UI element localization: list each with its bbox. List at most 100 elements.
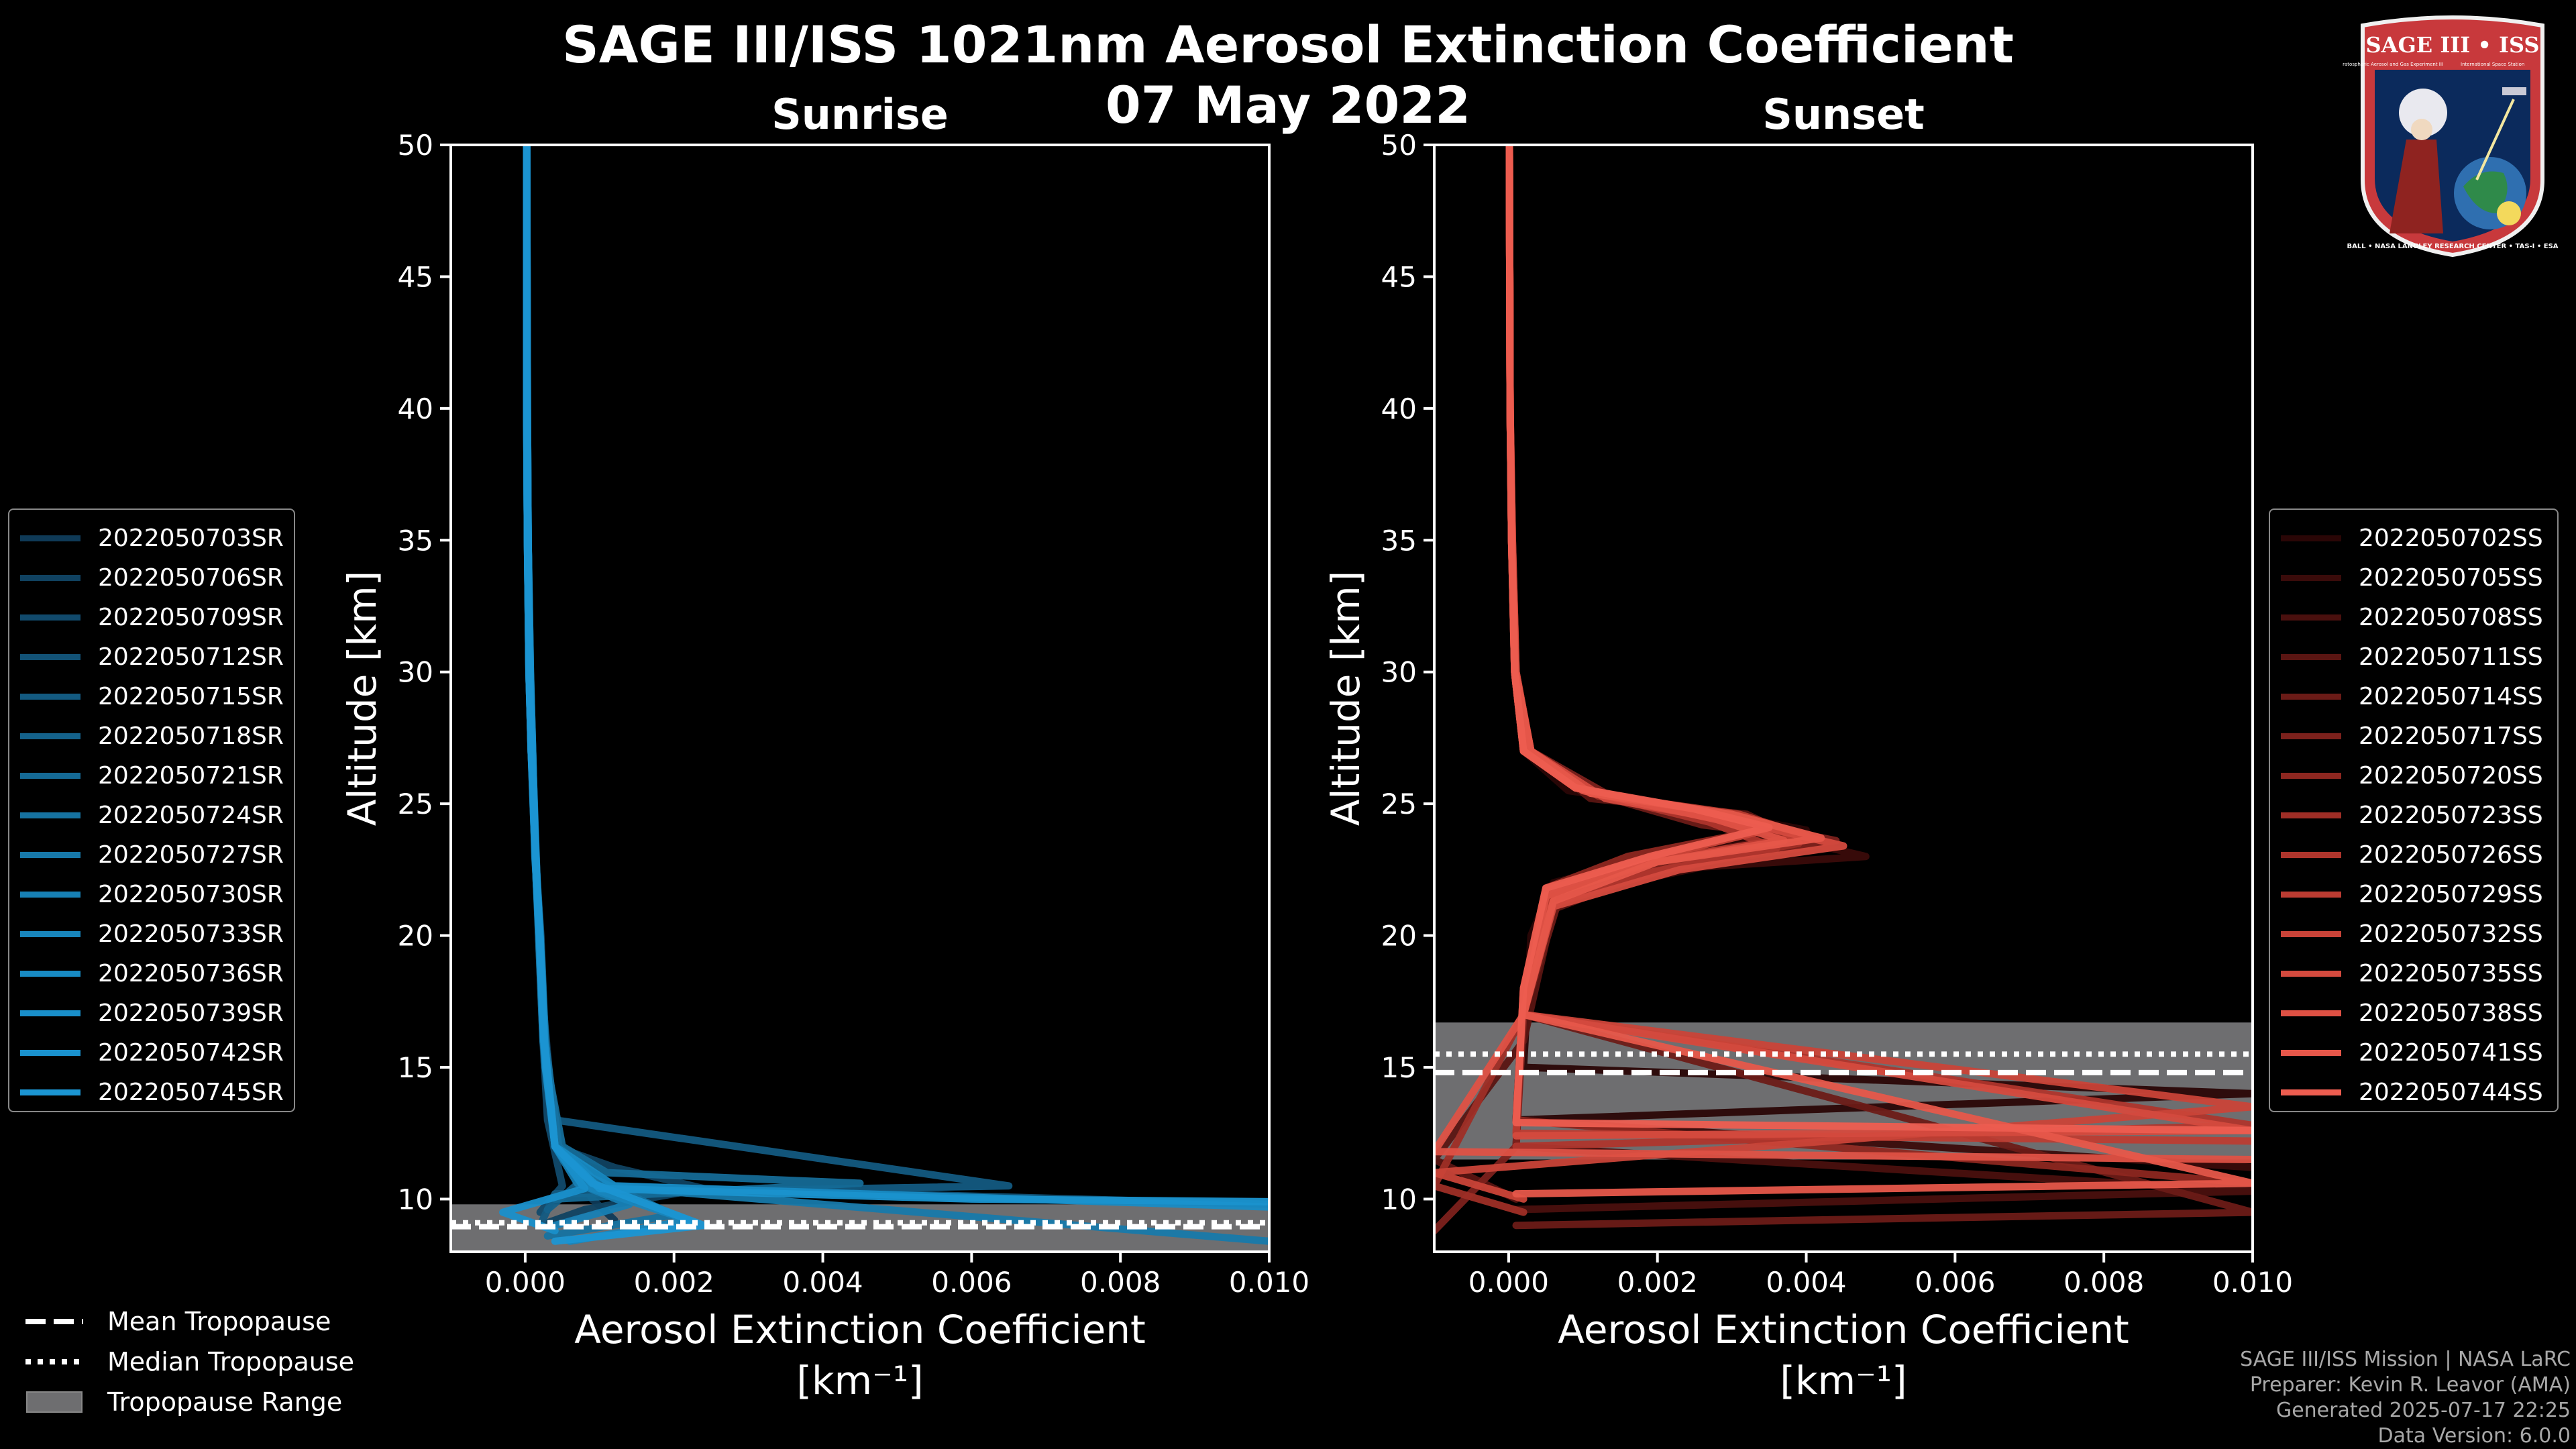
legend-swatch [2281, 693, 2341, 700]
legend-swatch [2281, 1089, 2341, 1095]
logo-left-caption: Stratospheric Aerosol and Gas Experiment… [2343, 62, 2443, 67]
legend-label: 2022050717SS [2359, 722, 2543, 750]
legend-item: 2022050732SS [2281, 915, 2543, 953]
figure-date: 07 May 2022 [1105, 75, 1471, 135]
y-tick-label: 50 [398, 129, 433, 162]
legend-swatch [20, 574, 80, 581]
tropopause-legend: Mean Tropopause Median Tropopause Tropop… [25, 1301, 354, 1422]
legend-swatch [2281, 653, 2341, 660]
x-tick-label: 0.000 [485, 1266, 566, 1299]
legend-item: 2022050741SS [2281, 1034, 2543, 1071]
legend-label: 2022050720SS [2359, 761, 2543, 790]
x-tick-label: 0.010 [1229, 1266, 1309, 1299]
legend-item: 2022050714SS [2281, 678, 2543, 715]
legend-item: 2022050726SS [2281, 836, 2543, 873]
legend-item: 2022050715SR [20, 678, 284, 715]
legend-swatch [20, 930, 80, 937]
y-tick-label: 20 [1381, 920, 1417, 953]
x-tick-label: 0.006 [931, 1266, 1012, 1299]
legend-item: 2022050703SR [20, 519, 284, 557]
legend-item: 2022050723SS [2281, 796, 2543, 834]
legend-label: 2022050714SS [2359, 682, 2543, 710]
legend-label: 2022050711SS [2359, 643, 2543, 671]
sunrise-series-2022050745SR [523, 145, 708, 1245]
legend-swatch [2281, 1010, 2341, 1016]
legend-item: 2022050738SS [2281, 994, 2543, 1032]
legend-item: 2022050736SR [20, 955, 284, 992]
sunset-series-2022050744SS [1505, 145, 2253, 1134]
sunset-axes-frame [1433, 144, 2254, 1253]
sunset-series-2022050738SS [1434, 145, 2253, 1163]
legend-median-tropopause: Median Tropopause [25, 1342, 354, 1382]
y-tick-label: 30 [398, 656, 433, 689]
x-tick-label: 0.004 [1766, 1266, 1846, 1299]
y-tick-label: 15 [1381, 1051, 1417, 1084]
sunrise-series-2022050727SR [523, 145, 1269, 1245]
sunrise-series-2022050742SR [523, 145, 1269, 1205]
legend-label: 2022050726SS [2359, 841, 2543, 869]
legend-label: 2022050730SR [98, 880, 284, 908]
sunset-series-2022050735SS [1505, 145, 2253, 1140]
legend-label: 2022050727SR [98, 841, 284, 869]
x-tick-label: 0.010 [2212, 1266, 2293, 1299]
legend-label: 2022050705SS [2359, 564, 2543, 592]
y-tick-label: 40 [1381, 392, 1417, 425]
sunrise-axes-frame [449, 144, 1271, 1253]
logo-ring-text: BALL • NASA LANGLEY RESEARCH CENTER • TA… [2347, 243, 2558, 250]
sunrise-series-2022050706SR [523, 145, 708, 1230]
legend-swatch [20, 693, 80, 700]
legend-swatch [20, 851, 80, 858]
legend-swatch [2281, 891, 2341, 898]
legend-label: 2022050706SR [98, 564, 284, 592]
sunset-x-axis-unit: [km⁻¹] [1780, 1358, 1907, 1403]
legend-item: 2022050724SR [20, 796, 284, 834]
y-tick-label: 35 [1381, 524, 1417, 557]
y-tick-label: 25 [1381, 788, 1417, 820]
legend-swatch [2281, 970, 2341, 977]
legend-swatch [2281, 1049, 2341, 1056]
legend-label: 2022050736SR [98, 959, 284, 987]
legend-item: 2022050720SS [2281, 757, 2543, 794]
sunrise-panel-title: Sunrise [771, 90, 949, 139]
sunset-series-2022050729SS [1505, 145, 2253, 1145]
legend-item: 2022050717SS [2281, 717, 2543, 755]
sunset-series-2022050726SS [1505, 145, 2253, 1150]
legend-item: 2022050702SS [2281, 519, 2543, 557]
legend-swatch [2281, 812, 2341, 818]
legend-swatch [20, 1049, 80, 1056]
logo-title: SAGE III • ISS [2366, 32, 2540, 58]
legend-swatch [20, 1089, 80, 1095]
legend-label: 2022050742SR [98, 1038, 284, 1067]
sunrise-series-2022050703SR [523, 145, 619, 1224]
dashed-line-icon [25, 1319, 83, 1324]
x-tick-label: 0.004 [782, 1266, 863, 1299]
x-tick-label: 0.008 [1080, 1266, 1161, 1299]
legend-label: 2022050715SR [98, 682, 284, 710]
legend-label: 2022050724SR [98, 801, 284, 829]
x-tick-label: 0.002 [634, 1266, 714, 1299]
legend-swatch [2281, 930, 2341, 937]
legend-item: 2022050711SS [2281, 638, 2543, 676]
sunrise-y-axis-label: Altitude [km] [339, 571, 385, 826]
y-tick-label: 45 [1381, 260, 1417, 293]
legend-item: 2022050742SR [20, 1034, 284, 1071]
legend-label: 2022050721SR [98, 761, 284, 790]
legend-label: 2022050723SS [2359, 801, 2543, 829]
legend-swatch [20, 772, 80, 779]
legend-swatch [2281, 851, 2341, 858]
legend-swatch [20, 535, 80, 541]
y-tick-label: 15 [398, 1051, 433, 1084]
range-swatch-icon [26, 1391, 83, 1413]
sunrise-series-2022050736SR [523, 145, 1269, 1211]
legend-swatch [20, 970, 80, 977]
legend-mean-tropopause: Mean Tropopause [25, 1301, 354, 1342]
legend-item: 2022050729SS [2281, 875, 2543, 913]
legend-swatch [2281, 535, 2341, 541]
legend-label: 2022050732SS [2359, 920, 2543, 948]
x-tick-label: 0.000 [1468, 1266, 1549, 1299]
legend-item: 2022050712SR [20, 638, 284, 676]
y-tick-label: 10 [1381, 1183, 1417, 1216]
legend-item: 2022050718SR [20, 717, 284, 755]
legend-item: 2022050730SR [20, 875, 284, 913]
legend-label: 2022050739SR [98, 999, 284, 1027]
